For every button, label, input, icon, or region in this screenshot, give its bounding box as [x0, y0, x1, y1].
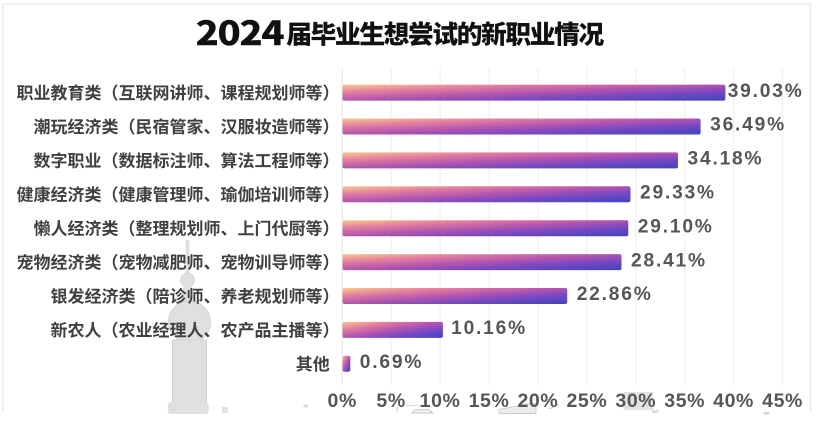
svg-text:10%: 10%	[420, 390, 461, 412]
svg-text:20%: 20%	[517, 390, 558, 412]
svg-text:28.41%: 28.41%	[631, 250, 707, 271]
svg-text:22.86%: 22.86%	[577, 284, 653, 305]
svg-text:34.18%: 34.18%	[688, 149, 764, 170]
svg-text:10.16%: 10.16%	[451, 318, 527, 339]
svg-text:15%: 15%	[469, 390, 510, 412]
svg-text:29.10%: 29.10%	[638, 216, 714, 237]
svg-text:0.69%: 0.69%	[360, 352, 423, 373]
svg-text:0%: 0%	[328, 390, 357, 412]
svg-text:35%: 35%	[664, 390, 705, 412]
svg-text:40%: 40%	[713, 390, 754, 412]
svg-text:39.03%: 39.03%	[728, 81, 804, 102]
svg-text:30%: 30%	[615, 390, 656, 412]
svg-text:29.33%: 29.33%	[640, 183, 716, 204]
svg-text:36.49%: 36.49%	[710, 115, 786, 136]
svg-text:5%: 5%	[376, 390, 405, 412]
svg-text:45%: 45%	[762, 390, 803, 412]
svg-text:25%: 25%	[566, 390, 607, 412]
